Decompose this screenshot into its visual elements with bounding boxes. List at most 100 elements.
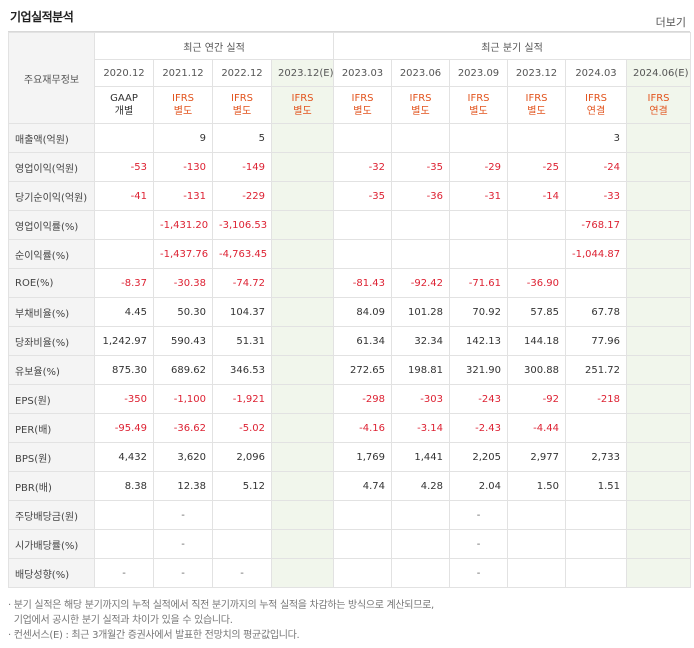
table-cell	[271, 297, 334, 327]
table-cell	[271, 558, 334, 588]
table-cell: -131	[153, 181, 213, 211]
table-cell: -24	[565, 152, 627, 182]
table-cell	[625, 558, 692, 588]
standard-header: IFRS 연결	[565, 86, 627, 124]
standard-scope: 별도	[173, 106, 193, 117]
standard-header: IFRS 별도	[271, 86, 334, 124]
table-cell: -	[153, 558, 213, 588]
table-cell: 251.72	[565, 355, 627, 385]
standard-header: IFRS 별도	[449, 86, 508, 124]
table-cell	[625, 529, 692, 559]
table-cell: -	[94, 558, 154, 588]
table-cell	[271, 181, 334, 211]
table-cell: -30.38	[153, 268, 213, 298]
table-cell: -8.37	[94, 268, 154, 298]
table-cell: -1,437.76	[153, 239, 213, 269]
row-label: BPS(원)	[8, 442, 95, 472]
row-label: 순이익률(%)	[8, 239, 95, 269]
period-header: 2024.03	[565, 59, 627, 87]
table-cell: 1.50	[507, 471, 566, 501]
table-row: 유보율(%) 875.30 689.62 346.53 272.65 198.81 321.…	[8, 355, 692, 385]
standard-type: IFRS	[585, 93, 607, 104]
table-cell	[565, 413, 627, 443]
row-label: 주당배당금(원)	[8, 500, 95, 530]
table-cell: 5	[212, 123, 272, 153]
standard-type: IFRS	[409, 93, 432, 104]
table-cell: 2,733	[565, 442, 627, 472]
table-cell	[333, 529, 392, 559]
table-cell: 1.51	[565, 471, 627, 501]
group-header-annual: 최근 연간 실적	[94, 32, 334, 60]
table-cell: 875.30	[94, 355, 154, 385]
row-label: ROE(%)	[8, 268, 95, 298]
footnotes: · 분기 실적은 해당 분기까지의 누적 실적에서 직전 분기까지의 누적 실적…	[8, 598, 434, 643]
table-cell: -32	[333, 152, 392, 182]
table-cell	[625, 500, 692, 530]
table-cell	[449, 210, 508, 240]
table-cell: 4,432	[94, 442, 154, 472]
table-cell	[271, 384, 334, 414]
table-cell: 61.34	[333, 326, 392, 356]
table-cell: 2.04	[449, 471, 508, 501]
table-cell: -1,100	[153, 384, 213, 414]
standard-type: IFRS	[351, 93, 374, 104]
table-cell	[333, 210, 392, 240]
row-label: 시가배당률(%)	[8, 529, 95, 559]
period-header: 2023.12	[507, 59, 566, 87]
table-cell: -35	[391, 152, 450, 182]
table-body: 매출액(억원) 9 5 3 영업이익(억원) -53 -130 -149 -32 -35 -29 -2…	[8, 123, 692, 588]
table-cell	[565, 529, 627, 559]
table-cell: -36	[391, 181, 450, 211]
table-cell: 84.09	[333, 297, 392, 327]
table-cell: -53	[94, 152, 154, 182]
table-cell	[625, 297, 692, 327]
table-cell	[391, 558, 450, 588]
table-cell	[212, 500, 272, 530]
table-row: 영업이익률(%) -1,431.20 -3,106.53 -768.17	[8, 210, 692, 240]
row-label: 당기순이익(억원)	[8, 181, 95, 211]
table-cell	[271, 152, 334, 182]
more-link[interactable]: 더보기	[655, 16, 686, 29]
table-cell	[625, 413, 692, 443]
table-cell: -36.90	[507, 268, 566, 298]
period-header: 2023.09	[449, 59, 508, 87]
table-cell	[391, 123, 450, 153]
table-cell: -1,044.87	[565, 239, 627, 269]
standard-type: IFRS	[467, 93, 490, 104]
standard-scope: 별도	[527, 106, 546, 117]
table-cell: -92	[507, 384, 566, 414]
table-cell	[565, 268, 627, 298]
table-row: 당기순이익(억원) -41 -131 -229 -35 -36 -31 -14 -33	[8, 181, 692, 211]
table-cell: -29	[449, 152, 508, 182]
table-cell: 2,205	[449, 442, 508, 472]
standard-header: IFRS 별도	[153, 86, 213, 124]
table-cell	[271, 123, 334, 153]
table-row: ROE(%) -8.37 -30.38 -74.72 -81.43 -92.42 -71.6…	[8, 268, 692, 298]
table-cell: 67.78	[565, 297, 627, 327]
table-cell: -	[449, 558, 508, 588]
table-cell: -81.43	[333, 268, 392, 298]
table-row: PER(배) -95.49 -36.62 -5.02 -4.16 -3.14 -2.43 -4…	[8, 413, 692, 443]
table-cell: -298	[333, 384, 392, 414]
period-header-row: 2020.12 2021.12 2022.12 2023.12(E) 2023.03 20…	[9, 59, 692, 87]
table-cell	[507, 500, 566, 530]
table-cell	[507, 558, 566, 588]
table-cell	[271, 210, 334, 240]
table-cell: 104.37	[212, 297, 272, 327]
standard-header: IFRS 별도	[507, 86, 566, 124]
group-header-quarter: 최근 분기 실적	[332, 32, 692, 60]
table-cell	[565, 558, 627, 588]
table-cell: 142.13	[449, 326, 508, 356]
table-cell: 2,977	[507, 442, 566, 472]
period-header: 2023.06	[391, 59, 450, 87]
table-cell	[625, 210, 692, 240]
standard-type: GAAP	[110, 93, 138, 104]
table-cell: 3	[565, 123, 627, 153]
table-cell: 57.85	[507, 297, 566, 327]
table-cell: -14	[507, 181, 566, 211]
table-cell: -3.14	[391, 413, 450, 443]
standard-header: GAAP 개별	[94, 86, 154, 124]
table-cell: -74.72	[212, 268, 272, 298]
table-cell: -218	[565, 384, 627, 414]
